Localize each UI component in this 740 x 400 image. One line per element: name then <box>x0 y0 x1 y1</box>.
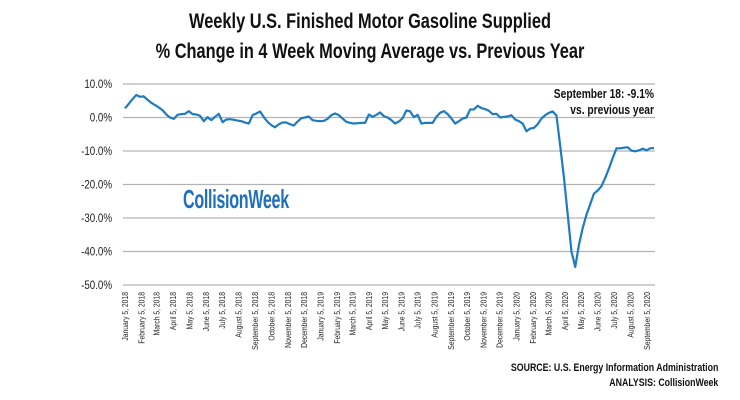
x-tick-label: June 5, 2020 <box>593 292 603 331</box>
x-tick-label: October 5, 2018 <box>267 292 277 341</box>
annotation: September 18: -9.1% vs. previous year <box>554 88 655 117</box>
analysis-text: ANALYSIS: CollisionWeek <box>608 377 718 389</box>
x-axis-ticks: January 5, 2018 February 5, 2018 March 5, … <box>120 292 652 350</box>
x-tick-label: March 5, 2018 <box>152 292 162 335</box>
annotation-line-2: vs. previous year <box>570 104 654 117</box>
x-tick-label: February 5, 2018 <box>137 292 147 344</box>
x-tick-label: November 5, 2019 <box>479 292 489 348</box>
x-tick-label: September 5, 2020 <box>642 292 652 350</box>
x-tick-label: April 5, 2019 <box>364 292 374 330</box>
x-tick-label: August 5, 2020 <box>626 292 636 338</box>
y-tick-label: -50.0% <box>81 279 112 292</box>
y-tick-label: -40.0% <box>81 246 112 259</box>
x-tick-label: June 5, 2019 <box>397 292 407 331</box>
x-tick-label: March 5, 2020 <box>544 292 554 335</box>
x-tick-label: April 5, 2018 <box>169 292 179 330</box>
gridlines <box>123 83 655 286</box>
x-tick-label: August 5, 2019 <box>430 292 440 338</box>
x-tick-label: February 5, 2020 <box>528 292 538 344</box>
y-tick-label: -20.0% <box>81 179 112 192</box>
x-tick-label: May 5, 2019 <box>380 292 390 329</box>
x-tick-label: May 5, 2018 <box>185 292 195 329</box>
y-tick-label: -30.0% <box>81 212 112 225</box>
x-tick-label: March 5, 2019 <box>348 292 358 335</box>
chart-title-line-1: Weekly U.S. Finished Motor Gasoline Supp… <box>189 10 551 33</box>
x-tick-label: June 5, 2018 <box>201 292 211 331</box>
x-tick-label: July 5, 2019 <box>413 292 423 329</box>
x-tick-label: April 5, 2020 <box>560 292 570 330</box>
x-tick-label: July 5, 2018 <box>217 292 227 329</box>
series-line <box>124 93 655 269</box>
y-axis-ticks: 10.0% 0.0% -10.0% -20.0% -30.0% -40.0% -50.0% <box>81 78 112 292</box>
x-tick-label: August 5, 2018 <box>234 292 244 338</box>
x-tick-label: January 5, 2018 <box>120 292 130 341</box>
collisionweek-logo: CollisionWeek <box>183 184 289 214</box>
x-tick-label: December 5, 2018 <box>299 292 309 348</box>
x-tick-label: July 5, 2020 <box>609 292 619 329</box>
chart-title-line-2: % Change in 4 Week Moving Average vs. Pr… <box>155 40 585 63</box>
y-tick-label: 0.0% <box>90 112 113 125</box>
annotation-line-1: September 18: -9.1% <box>554 88 654 101</box>
x-tick-label: October 5, 2019 <box>462 292 472 341</box>
y-tick-label: 10.0% <box>84 78 112 91</box>
x-tick-label: September 5, 2018 <box>251 292 261 350</box>
y-tick-label: -10.0% <box>81 145 112 158</box>
x-tick-label: January 5, 2019 <box>316 292 326 341</box>
x-tick-label: February 5, 2019 <box>333 292 343 344</box>
x-tick-label: December 5, 2019 <box>495 292 505 348</box>
x-tick-label: November 5, 2018 <box>283 292 293 348</box>
x-tick-label: May 5, 2020 <box>577 292 587 329</box>
x-tick-label: September 5, 2019 <box>446 292 456 350</box>
source-text: SOURCE: U.S. Energy Information Administ… <box>510 362 718 374</box>
x-tick-label: January 5, 2020 <box>512 292 522 341</box>
